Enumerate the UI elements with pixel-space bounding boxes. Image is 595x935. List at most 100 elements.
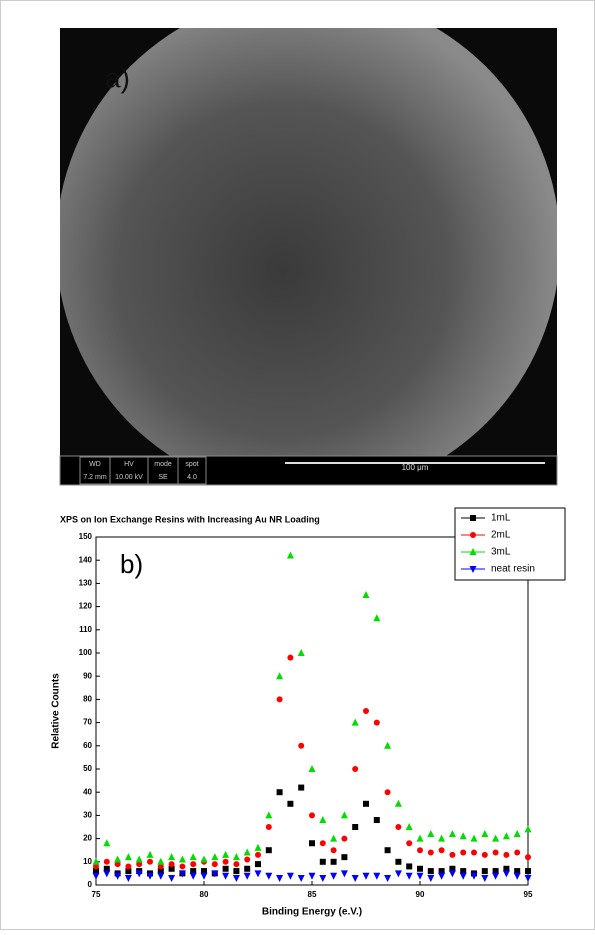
x-axis-label: Binding Energy (e.V.): [262, 907, 362, 918]
data-point: [200, 855, 208, 863]
data-point: [222, 858, 229, 865]
data-point: [481, 875, 489, 883]
data-point: [93, 863, 99, 870]
data-point: [427, 868, 434, 875]
data-point: [276, 672, 284, 680]
data-point: [513, 872, 521, 880]
data-point: [362, 591, 370, 598]
data-point: [93, 868, 99, 875]
data-point: [157, 863, 164, 870]
info-value: 10.00 kV: [115, 474, 143, 481]
info-title: HV: [124, 461, 134, 468]
data-point: [189, 872, 197, 880]
data-point: [244, 865, 251, 872]
data-point: [287, 800, 294, 807]
legend-label: neat resin: [491, 564, 535, 575]
data-point: [352, 824, 359, 830]
data-point: [287, 654, 294, 661]
data-point: [373, 872, 381, 880]
data-point: [384, 741, 392, 749]
data-point: [222, 865, 229, 872]
data-point: [124, 853, 132, 861]
data-point: [135, 855, 143, 863]
data-point: [146, 850, 154, 858]
data-point: [265, 847, 272, 854]
data-point: [103, 870, 111, 878]
data-point: [503, 865, 510, 872]
data-point: [309, 812, 315, 819]
data-point: [448, 870, 456, 878]
y-tick-label: 0: [88, 880, 93, 889]
data-point: [200, 872, 208, 880]
data-point: [341, 835, 348, 842]
data-point: [232, 853, 240, 861]
y-tick-label: 30: [83, 811, 92, 820]
data-point: [492, 872, 500, 880]
data-point: [255, 861, 261, 868]
data-point: [459, 872, 467, 880]
data-point: [114, 872, 122, 880]
legend-label: 3mL: [491, 547, 511, 558]
data-point: [125, 868, 132, 875]
resin-bead: [60, 28, 557, 456]
x-tick-label: 95: [524, 890, 533, 899]
data-point: [297, 875, 305, 883]
data-point: [449, 851, 456, 858]
data-point: [233, 861, 240, 868]
data-point: [168, 853, 176, 861]
data-point: [276, 875, 284, 883]
info-title: spot: [185, 461, 198, 468]
data-point: [384, 789, 391, 796]
data-point: [395, 858, 402, 865]
data-point: [243, 848, 251, 856]
info-title: WD: [89, 461, 101, 468]
data-point: [319, 816, 327, 824]
legend-label: 1mL: [491, 513, 511, 524]
data-point: [373, 719, 380, 726]
data-point: [189, 853, 197, 861]
data-point: [147, 858, 153, 865]
y-axis-label: Relative Counts: [51, 673, 62, 749]
y-tick-label: 150: [79, 532, 93, 541]
data-point: [222, 850, 230, 858]
data-point: [340, 870, 348, 878]
data-point: [168, 875, 176, 883]
data-point: [373, 817, 380, 824]
data-point: [136, 861, 143, 868]
data-point: [244, 856, 251, 863]
data-point: [254, 870, 262, 878]
sem-image: a) WD 7.2 mm HV 10.00 kV mode SE spot 4.0 100 μ…: [59, 28, 558, 486]
data-point: [492, 868, 499, 875]
legend-marker: [470, 515, 476, 521]
data-point: [319, 840, 326, 847]
legend-marker: [469, 548, 477, 555]
data-point: [168, 865, 175, 872]
data-point: [201, 868, 207, 875]
data-point: [330, 847, 337, 854]
y-tick-label: 90: [83, 671, 92, 680]
data-point: [265, 872, 273, 880]
data-point: [525, 868, 531, 875]
data-point: [114, 861, 121, 868]
y-tick-label: 140: [79, 555, 93, 564]
info-cells: WD 7.2 mm HV 10.00 kV mode SE spot 4.0: [79, 456, 207, 485]
data-point: [524, 875, 532, 883]
y-tick-label: 110: [79, 625, 92, 634]
data-point: [427, 849, 434, 856]
data-point: [232, 875, 240, 883]
y-tick-label: 100: [79, 648, 93, 657]
data-point: [524, 825, 532, 833]
y-tick-label: 50: [83, 764, 92, 773]
data-point: [460, 868, 467, 875]
data-point: [211, 861, 218, 868]
data-point: [460, 849, 467, 856]
data-point: [135, 870, 143, 878]
data-point: [471, 849, 477, 856]
data-point: [298, 784, 305, 791]
data-point: [514, 849, 521, 856]
data-point: [352, 766, 359, 772]
y-tick-label: 60: [83, 741, 92, 750]
data-point: [449, 865, 456, 872]
data-point: [492, 849, 499, 856]
chart-title: XPS on Ion Exchange Resins with Increasi…: [60, 514, 320, 524]
